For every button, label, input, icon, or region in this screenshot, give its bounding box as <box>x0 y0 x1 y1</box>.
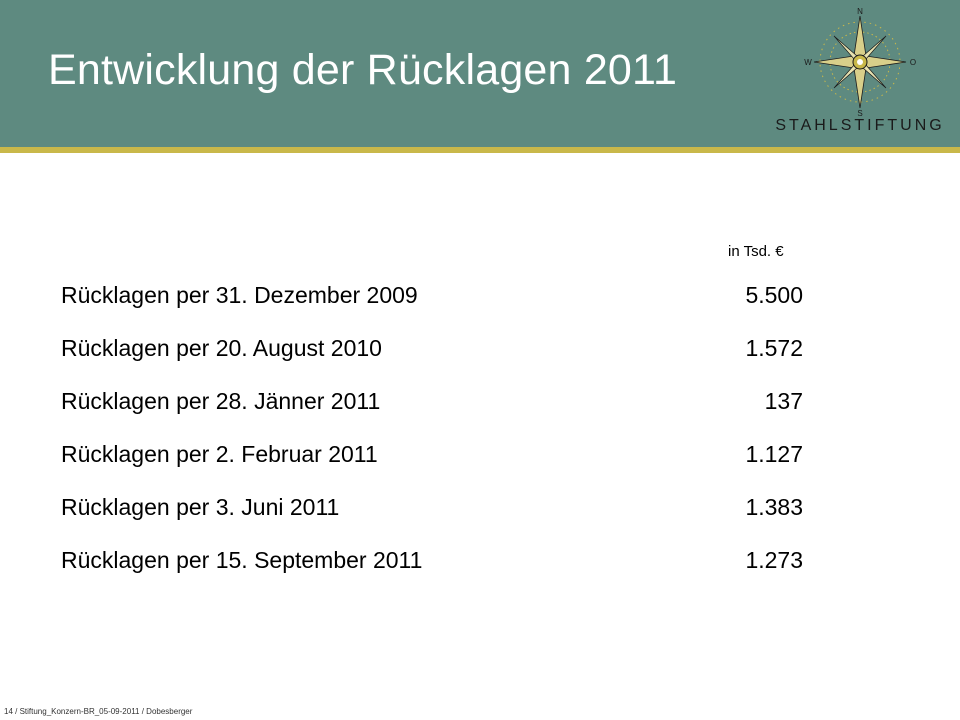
stahlstiftung-logo: N S W O STAHLSTIFTUNG <box>760 4 960 144</box>
row-value: 1.383 <box>745 494 803 520</box>
unit-label: in Tsd. € <box>728 243 784 260</box>
table-row: Rücklagen per 20. August 2010 1.572 <box>61 335 803 388</box>
header-divider <box>0 147 960 153</box>
header-bar: Entwicklung der Rücklagen 2011 N S W O <box>0 0 960 147</box>
compass-n-label: N <box>857 7 863 16</box>
compass-rose-icon: N S W O <box>804 7 916 116</box>
compass-w-label: W <box>804 58 812 67</box>
logo-wordmark: STAHLSTIFTUNG <box>775 117 945 134</box>
row-value: 1.127 <box>745 441 803 467</box>
table-row: Rücklagen per 2. Februar 2011 1.127 <box>61 441 803 494</box>
page-title: Entwicklung der Rücklagen 2011 <box>48 46 678 94</box>
row-label: Rücklagen per 2. Februar 2011 <box>61 441 378 467</box>
row-label: Rücklagen per 28. Jänner 2011 <box>61 388 381 414</box>
row-label: Rücklagen per 15. September 2011 <box>61 547 423 573</box>
row-value: 137 <box>764 388 803 414</box>
row-value: 5.500 <box>745 282 803 308</box>
footer-note: 14 / Stiftung_Konzern-BR_05-09-2011 / Do… <box>4 707 193 716</box>
compass-o-label: O <box>910 58 916 67</box>
table-row: Rücklagen per 15. September 2011 1.273 <box>61 547 803 600</box>
row-label: Rücklagen per 20. August 2010 <box>61 335 382 361</box>
row-value: 1.273 <box>745 547 803 573</box>
table-row: Rücklagen per 28. Jänner 2011 137 <box>61 388 803 441</box>
table-row: Rücklagen per 3. Juni 2011 1.383 <box>61 494 803 547</box>
table-row: Rücklagen per 31. Dezember 2009 5.500 <box>61 282 803 335</box>
row-label: Rücklagen per 31. Dezember 2009 <box>61 282 418 308</box>
reserves-table: Rücklagen per 31. Dezember 2009 5.500 Rü… <box>61 282 803 600</box>
row-value: 1.572 <box>745 335 803 361</box>
row-label: Rücklagen per 3. Juni 2011 <box>61 494 340 520</box>
compass-s-label: S <box>857 109 862 116</box>
